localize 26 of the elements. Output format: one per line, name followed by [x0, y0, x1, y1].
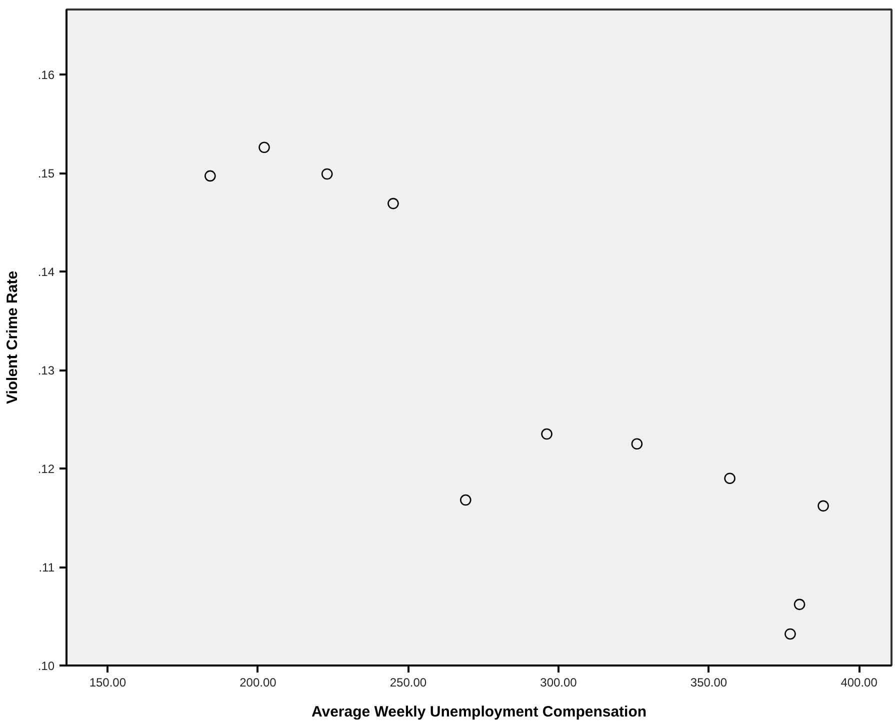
point [258, 142, 270, 154]
point [388, 198, 399, 210]
x-tick-label: 250.00 [390, 676, 427, 690]
y-tick-label: .13 [38, 364, 55, 378]
point [818, 500, 829, 512]
x-axis-title: Average Weekly Unemployment Compensation [311, 704, 647, 720]
y-tick-label: .11 [38, 560, 55, 574]
y-axis-title: Violent Crime Rate [4, 270, 21, 404]
point [541, 428, 552, 440]
y-tick-label: .10 [38, 659, 55, 673]
point [794, 598, 806, 610]
x-tick-label: 350.00 [690, 676, 728, 690]
y-tick-label: .15 [38, 166, 55, 181]
x-tick-label: 150.00 [89, 676, 126, 690]
point [460, 494, 472, 506]
y-tick-label: .14 [38, 265, 55, 280]
point [724, 472, 736, 484]
y-tick-label: .16 [38, 68, 55, 82]
point [631, 438, 643, 450]
point [204, 170, 216, 182]
x-tick-label: 300.00 [540, 676, 578, 690]
x-tick-label: 400.00 [840, 676, 878, 690]
point [321, 168, 333, 180]
point [784, 628, 796, 640]
y-tick-label: .12 [38, 462, 55, 476]
x-tick-label: 200.00 [240, 676, 277, 690]
